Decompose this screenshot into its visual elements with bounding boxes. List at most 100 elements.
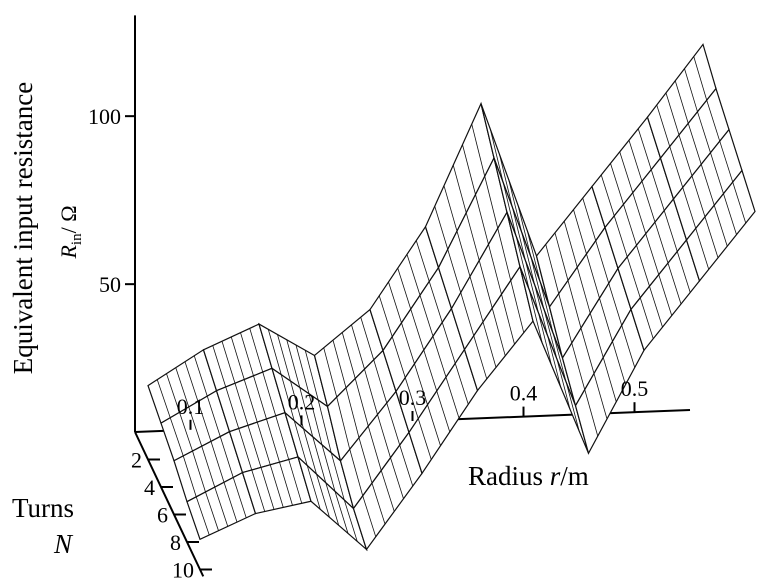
surface-hatch [293,420,308,466]
surface-hatch [330,452,345,501]
surface-hatch [530,257,545,310]
surface-hatch [197,401,212,442]
surface-hatch [649,286,663,328]
surface-hatch [521,232,536,286]
surface-hatch [428,281,443,323]
surface-hatch [434,206,449,250]
y-tick-label: 10 [172,558,194,583]
surface-hatch [582,197,597,241]
surface-hatch [626,256,641,298]
surface-hatch [423,349,438,392]
surface-hatch [410,308,425,351]
surface-hatch [589,313,604,358]
surface-hatch [478,260,493,309]
surface-hatch [256,422,271,465]
surface-hatch [508,179,523,233]
surface-hatch [676,251,691,293]
x-unit: /m [560,461,589,491]
surface-hatch [706,100,721,142]
surface-hatch [452,165,467,213]
surface-hatch [316,474,330,518]
surface-hatch [251,469,266,512]
surface-hatch [288,459,303,504]
surface-hatch [576,267,591,314]
z-tick-label: 50 [99,272,121,297]
y-axis [134,431,205,577]
surface-hatch [349,449,364,496]
surface-hatch [373,359,388,404]
surface-hatch [534,285,549,337]
surface-hatch [645,233,660,275]
surface-hatch [565,382,580,432]
surface-hatch [713,205,728,247]
surface-hatch [567,280,582,329]
surface-hatch [469,276,484,323]
surface-hatch [445,377,460,419]
surface-hatch [193,355,208,397]
surface-hatch [697,111,711,153]
surface-hatch [502,182,517,237]
surface-hatch [723,193,737,235]
surface-hatch [510,280,525,333]
x-tick-label: 0.5 [621,376,649,401]
surface-hatch [658,274,673,316]
x-label: Radius [468,461,543,491]
surface-hatch [267,329,282,375]
surface-hatch [266,418,280,463]
surface-hatch [526,230,541,283]
surface-hatch [573,209,587,255]
surface-hatch [206,396,221,437]
x-axis-label: Radius r/m [468,461,589,491]
surface-hatch [488,244,502,295]
surface-hatch [547,336,562,388]
surface-hatch [401,322,415,364]
surface-hatch [619,151,634,193]
z-symbol: R [56,245,81,260]
surface-hatch [249,328,264,373]
y-tick-label: 8 [170,530,181,555]
surface-hatch [501,294,515,345]
surface-hatch [427,404,441,446]
surface-hatch [336,397,351,450]
surface-hatch [512,207,526,261]
surface-hatch [184,361,199,402]
surface-hatch [491,308,506,356]
surface-hatch [497,228,512,281]
surface-hatch [304,350,319,401]
surface-hatch [732,182,747,224]
surface-hatch [406,254,421,296]
surface-hatch [471,124,486,177]
surface-hatch [317,400,332,453]
surface-hatch [612,341,626,385]
surface-hatch [219,436,234,478]
surface-hatch [525,260,539,314]
surface-hatch [201,446,216,488]
z-tick-label: 100 [88,104,121,129]
surface-hatch [280,374,295,421]
surface-hatch [563,221,578,268]
surface-hatch [602,357,617,402]
surface-hatch [321,444,336,492]
surface-hatch [156,379,171,418]
surface-hatch [517,205,532,258]
surface-hatch [447,249,462,293]
surface-hatch [378,295,393,337]
surface-hatch [667,262,682,305]
surface-hatch [499,154,513,208]
surface-hatch [674,80,689,124]
surface-hatch [543,309,558,360]
surface-hatch [179,412,193,452]
surface-hatch [303,428,317,475]
surface-hatch [545,244,560,294]
surface-hatch [465,212,480,261]
surface-hatch [482,321,497,368]
surface-hatch [230,336,245,380]
surface-hatch [312,436,327,483]
surface-hatch [343,499,358,542]
surface-hatch [260,467,275,510]
surface-hatch [719,141,734,183]
surface-hatch [687,123,702,165]
surface-hatch [390,457,404,499]
surface-hatch [682,187,697,229]
surface-hatch [360,317,375,360]
